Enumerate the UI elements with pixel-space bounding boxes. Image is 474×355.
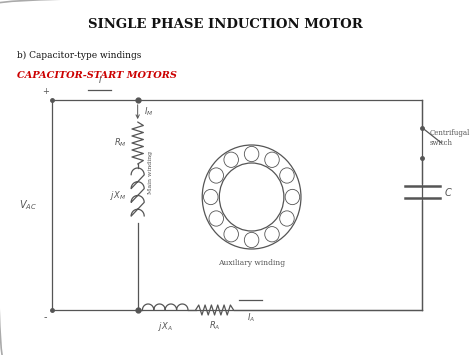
Text: +: +	[42, 87, 49, 96]
Text: $V_{AC}$: $V_{AC}$	[19, 198, 37, 212]
Text: -: -	[44, 312, 47, 322]
Text: $jX_M$: $jX_M$	[110, 189, 126, 202]
Text: CAPACITOR-START MOTORS: CAPACITOR-START MOTORS	[17, 71, 177, 80]
Text: $jX_A$: $jX_A$	[158, 320, 173, 333]
Text: $R_A$: $R_A$	[209, 320, 220, 333]
Text: b) Capacitor-type windings: b) Capacitor-type windings	[17, 50, 141, 60]
Text: Centrifugal
switch: Centrifugal switch	[430, 130, 470, 147]
Text: Auxiliary winding: Auxiliary winding	[218, 259, 285, 267]
Text: $C$: $C$	[444, 186, 453, 198]
Text: $R_M$: $R_M$	[114, 137, 126, 149]
Text: $I$: $I$	[98, 74, 102, 85]
Text: $I_M$: $I_M$	[144, 106, 154, 118]
Text: Main winding: Main winding	[148, 151, 154, 194]
Text: SINGLE PHASE INDUCTION MOTOR: SINGLE PHASE INDUCTION MOTOR	[88, 18, 363, 32]
Text: $I_A$: $I_A$	[246, 312, 255, 324]
